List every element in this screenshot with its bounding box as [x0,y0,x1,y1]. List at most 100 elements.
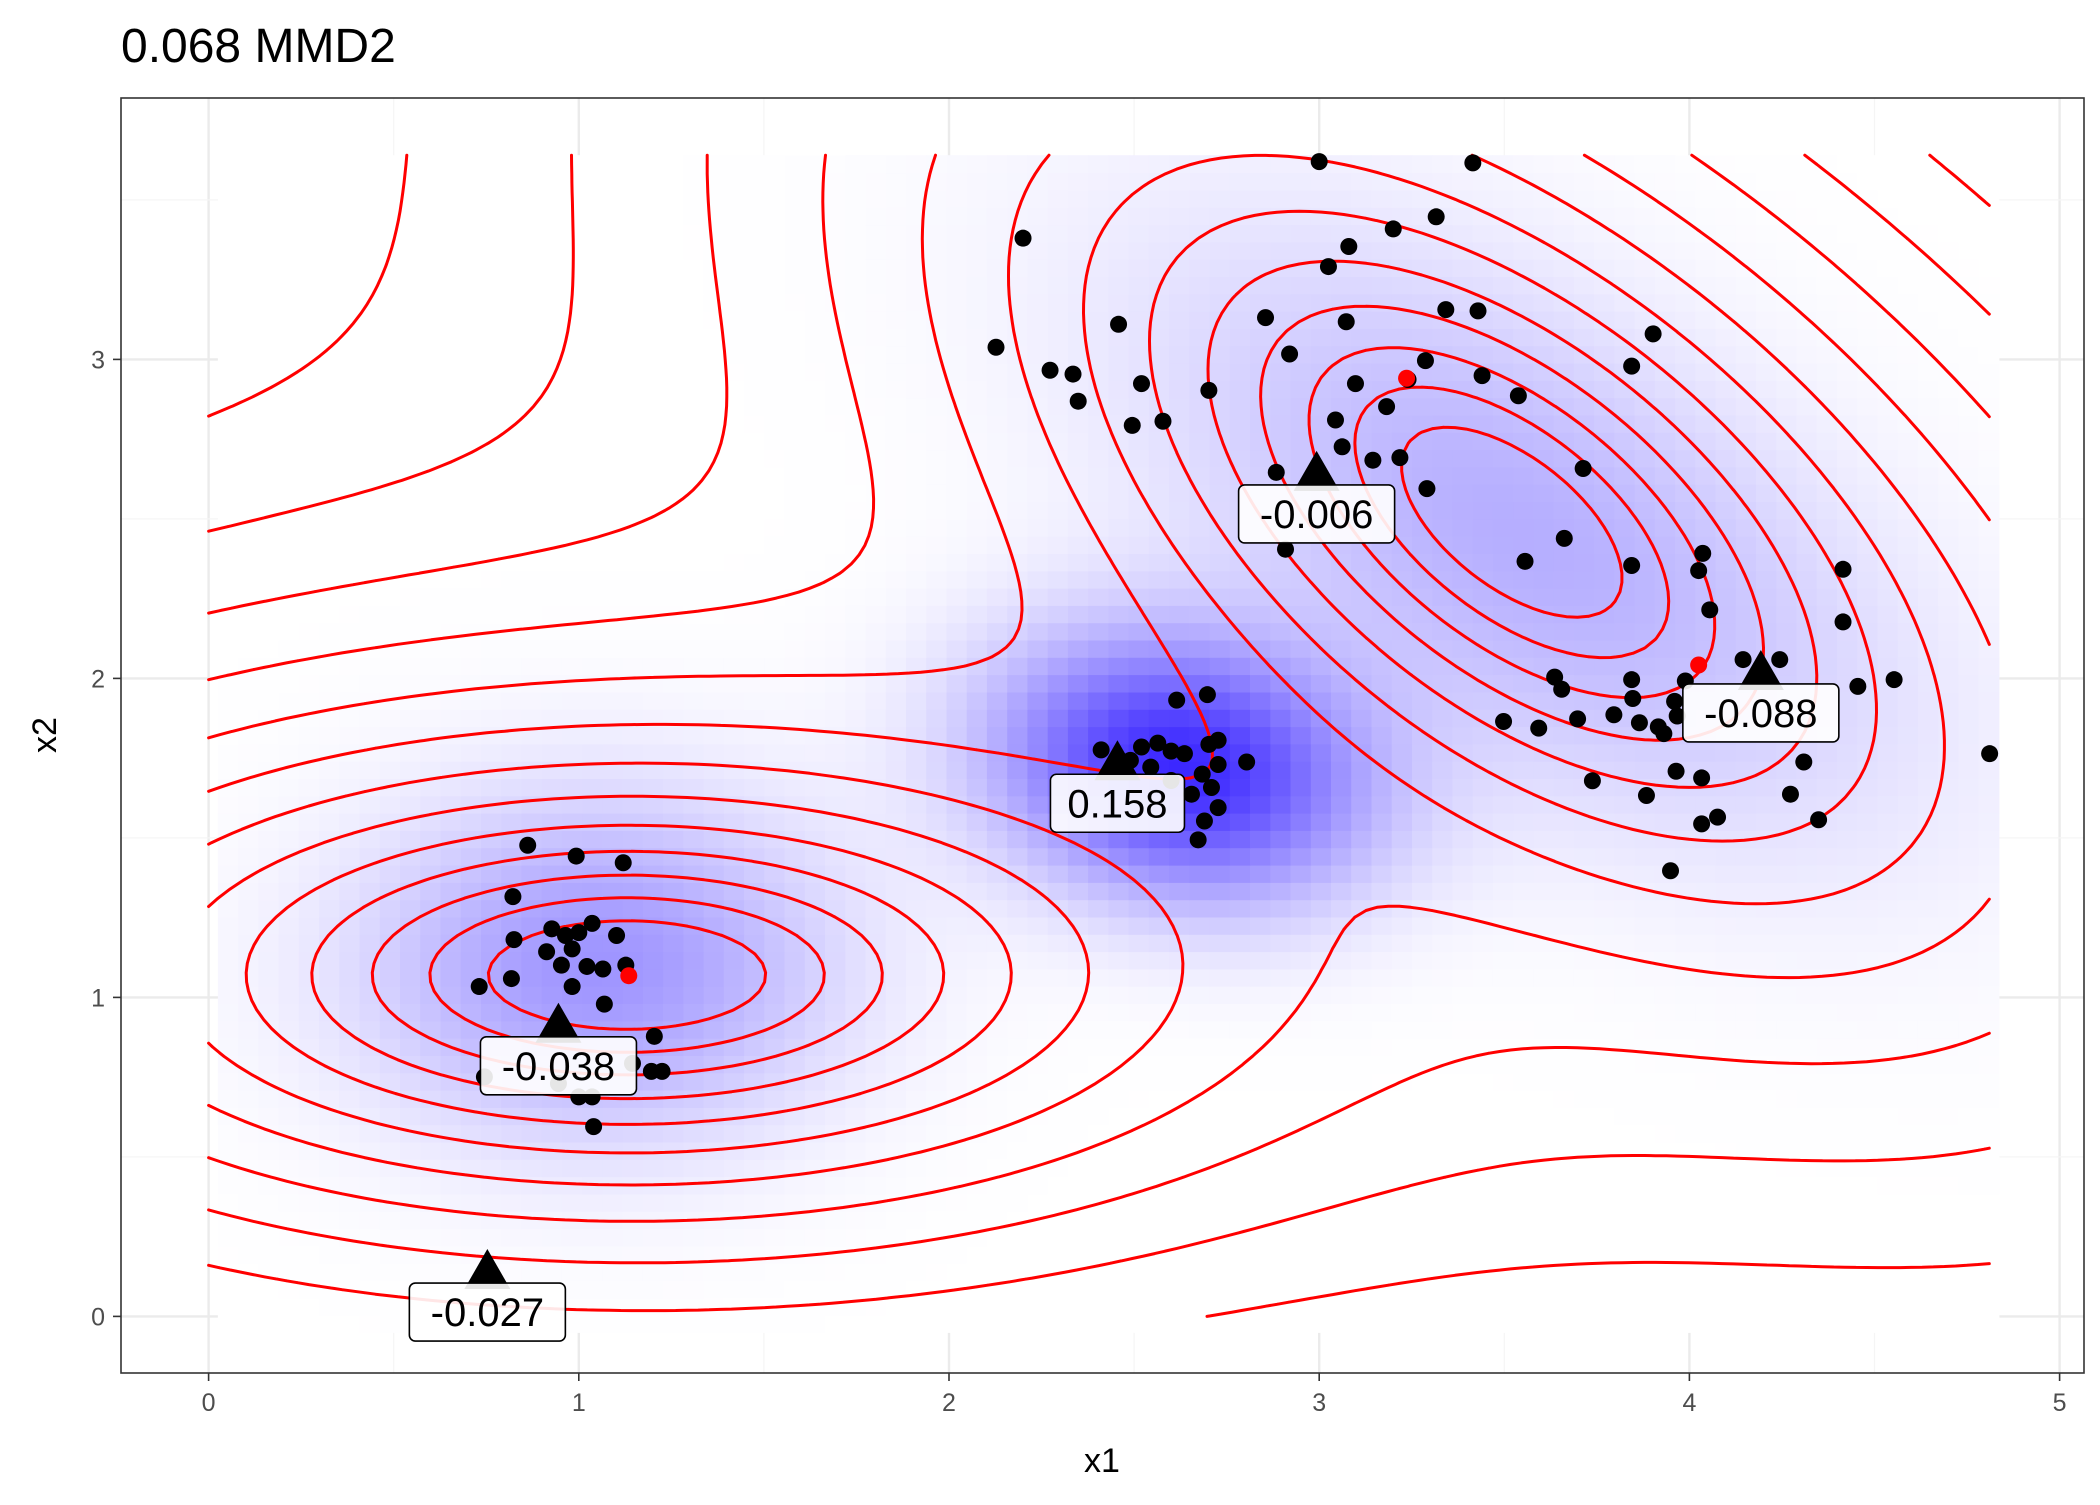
heat-tile [1797,848,1818,866]
heat-tile [1108,917,1129,935]
heat-tile [785,796,806,814]
heat-tile [1837,813,1858,831]
heat-tile [441,813,462,831]
heat-tile [947,553,968,571]
heat-tile [866,605,887,623]
heat-tile [542,882,563,900]
heat-tile [623,640,644,658]
heat-tile [1533,1125,1554,1143]
heat-tile [299,1021,320,1039]
heat-tile [785,519,806,537]
heat-tile [1817,1298,1838,1316]
heat-tile [623,363,644,381]
heat-tile [805,744,826,762]
heat-tile [1756,986,1777,1004]
heat-tile [380,501,401,519]
heat-tile [521,969,542,987]
heat-tile [1007,605,1028,623]
heat-tile [1493,1194,1514,1212]
heat-tile [704,415,725,433]
heat-tile [420,1246,441,1264]
heat-tile [623,830,644,848]
heat-tile [1695,952,1716,970]
heat-tile [1392,1246,1413,1264]
heat-tile [1311,398,1332,416]
heat-tile [623,588,644,606]
heat-tile [1412,744,1433,762]
heat-tile [744,1280,765,1298]
heat-tile [400,484,421,502]
heat-tile [319,778,340,796]
heat-tile [1533,536,1554,554]
heat-tile [360,917,381,935]
heat-tile [602,346,623,364]
heat-tile [926,1280,947,1298]
heat-tile [1432,1298,1453,1316]
heat-tile [764,1159,785,1177]
heat-tile [845,952,866,970]
heat-tile [1210,553,1231,571]
heat-tile [360,450,381,468]
heat-tile [1432,986,1453,1004]
heat-tile [1129,917,1150,935]
heat-tile [238,536,259,554]
heat-tile [1432,709,1453,727]
heat-tile [420,501,441,519]
heat-tile [339,1055,360,1073]
heat-tile [1452,1194,1473,1212]
heat-tile [845,1073,866,1091]
heat-tile [481,588,502,606]
heat-tile [1392,415,1413,433]
heat-tile [238,848,259,866]
heat-tile [1837,1280,1858,1298]
heat-tile [299,917,320,935]
heat-tile [1716,1073,1737,1091]
heat-tile [258,1315,279,1333]
heat-tile [987,882,1008,900]
heat-tile [1979,450,2000,468]
heat-tile [1716,1246,1737,1264]
heat-tile [1250,675,1271,693]
heat-tile [1452,1038,1473,1056]
heat-tile [1493,501,1514,519]
heat-tile [1776,1229,1797,1247]
heat-tile [1392,986,1413,1004]
heat-tile [1878,1142,1899,1160]
heat-tile [1979,917,2000,935]
heat-tile [744,865,765,883]
heat-tile [764,536,785,554]
heat-tile [319,848,340,866]
heat-tile [906,1246,927,1264]
heat-tile [1898,1298,1919,1316]
heat-tile [1189,1021,1210,1039]
heat-tile [1351,1073,1372,1091]
heat-tile [1473,727,1494,745]
heat-tile [1837,484,1858,502]
heat-tile [764,1107,785,1125]
heat-tile [1270,1177,1291,1195]
heat-tile [866,380,887,398]
heat-tile [1088,1107,1109,1125]
heat-tile [1088,882,1109,900]
heat-tile [441,1142,462,1160]
heat-tile [1432,432,1453,450]
heat-tile [582,501,603,519]
heat-tile [420,346,441,364]
heat-tile [724,536,745,554]
heat-tile [704,1159,725,1177]
heat-tile [947,623,968,641]
heat-tile [1918,692,1939,710]
heat-tile [1614,1263,1635,1281]
heat-tile [1878,1194,1899,1212]
heat-tile [339,969,360,987]
heat-tile [1270,744,1291,762]
heat-tile [400,501,421,519]
heat-tile [1372,952,1393,970]
heat-tile [339,1159,360,1177]
heat-tile [1392,917,1413,935]
heat-tile [1574,882,1595,900]
heat-tile [1979,1194,2000,1212]
heat-tile [805,692,826,710]
heat-tile [1088,969,1109,987]
heat-tile [1675,1315,1696,1333]
